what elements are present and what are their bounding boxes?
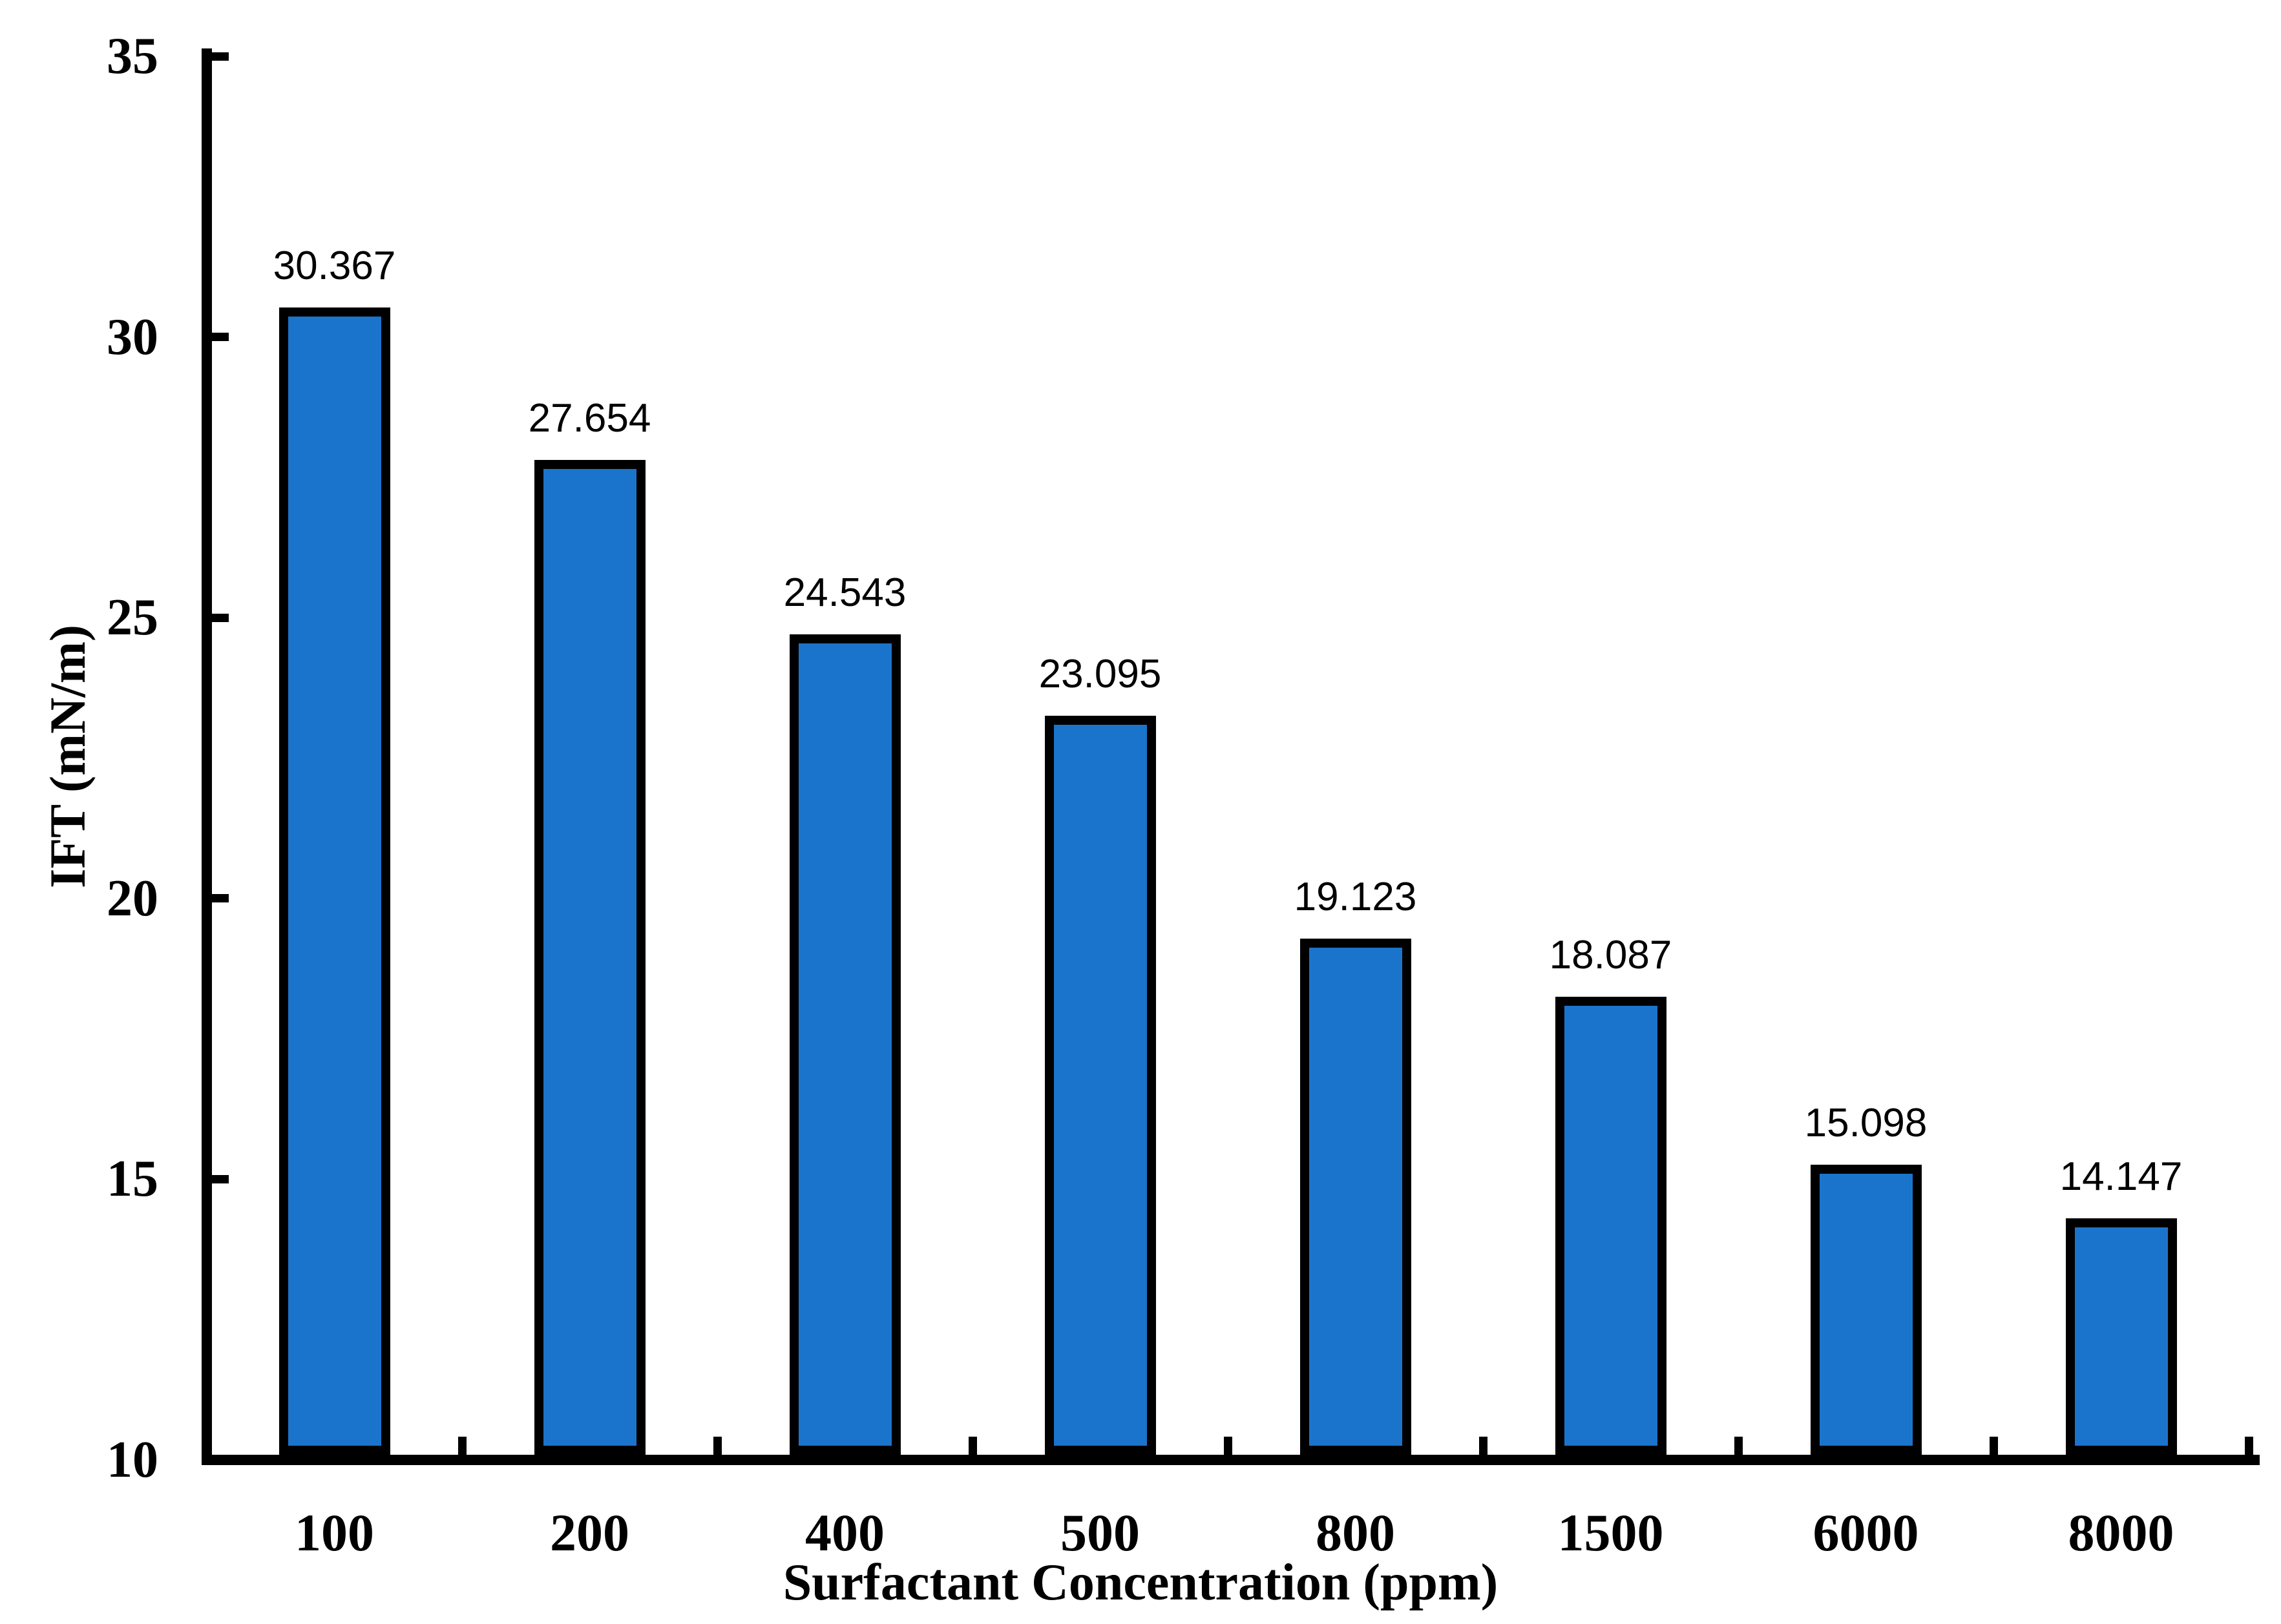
- bar-value-label: 27.654: [528, 395, 651, 441]
- bar-400: [789, 634, 901, 1455]
- bar-8000: [2065, 1218, 2177, 1455]
- x-axis-tick: [1734, 1437, 1743, 1455]
- x-tick-label: 200: [550, 1503, 629, 1562]
- y-axis-line: [202, 48, 212, 1465]
- y-tick-label: 15: [107, 1150, 158, 1208]
- bar-value-label: 15.098: [1804, 1100, 1928, 1145]
- x-axis-tick: [2244, 1437, 2253, 1455]
- x-axis-tick: [713, 1437, 722, 1455]
- y-axis-tick: [212, 613, 229, 622]
- bar-200: [534, 459, 646, 1455]
- x-axis-tick: [1223, 1437, 1232, 1455]
- x-tick-label: 8000: [2068, 1503, 2174, 1562]
- bar-value-label: 19.123: [1294, 875, 1417, 920]
- bar-800: [1299, 939, 1411, 1455]
- bar-500: [1044, 715, 1156, 1455]
- bar-value-label: 23.095: [1038, 651, 1162, 696]
- y-tick-label: 25: [107, 589, 158, 647]
- bar-value-label: 24.543: [783, 570, 907, 615]
- x-axis-tick: [1478, 1437, 1487, 1455]
- bar-1500: [1555, 997, 1666, 1455]
- x-axis-line: [202, 1455, 2260, 1465]
- x-tick-label: 400: [805, 1503, 885, 1562]
- y-tick-label: 30: [107, 308, 158, 366]
- x-tick-label: 1500: [1557, 1503, 1664, 1562]
- y-tick-label: 10: [107, 1431, 158, 1488]
- y-tick-label: 20: [107, 869, 158, 927]
- bar-6000: [1810, 1164, 1922, 1455]
- x-tick-label: 100: [295, 1503, 374, 1562]
- bar-value-label: 14.147: [2059, 1154, 2183, 1199]
- y-tick-label: 35: [107, 28, 158, 85]
- x-axis-tick: [1989, 1437, 1998, 1455]
- x-axis-tick: [968, 1437, 977, 1455]
- y-axis-tick: [212, 1174, 229, 1183]
- bar-100: [279, 307, 390, 1455]
- y-axis-tick: [212, 333, 229, 342]
- bar-value-label: 30.367: [273, 243, 396, 288]
- y-axis-title: IFT (mN/m): [39, 624, 96, 889]
- y-axis-tick: [212, 52, 229, 61]
- x-tick-label: 500: [1060, 1503, 1140, 1562]
- y-axis-tick: [212, 894, 229, 903]
- x-axis-tick: [457, 1437, 467, 1455]
- x-tick-label: 6000: [1813, 1503, 1919, 1562]
- bar-value-label: 18.087: [1549, 933, 1672, 978]
- x-tick-label: 800: [1316, 1503, 1395, 1562]
- x-axis-title: Surfactant Concentration (ppm): [783, 1554, 1498, 1611]
